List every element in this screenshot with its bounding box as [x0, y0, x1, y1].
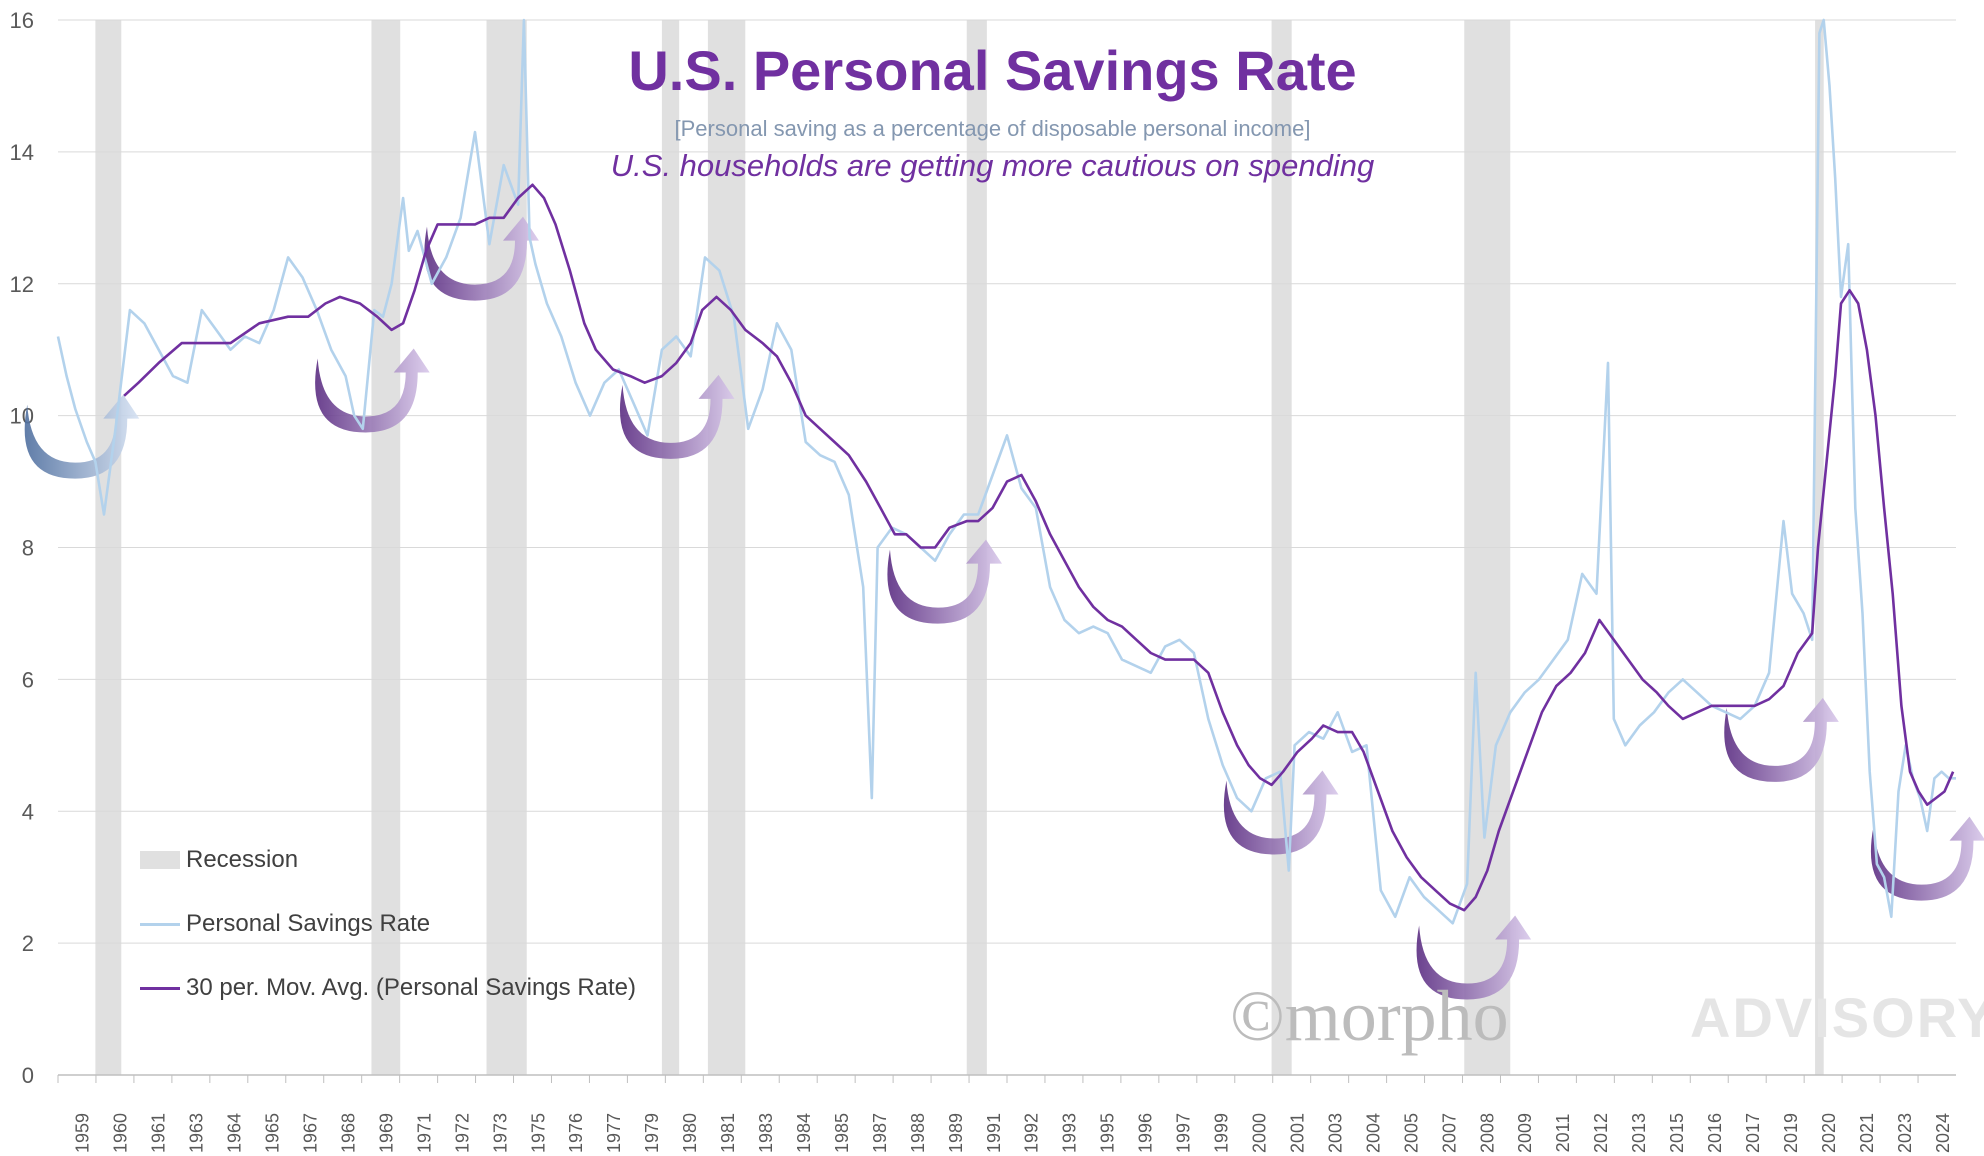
x-tick-label: 1967 [300, 1113, 320, 1153]
x-tick-label: 1992 [1022, 1113, 1042, 1153]
legend-label-recession: Recession [186, 846, 299, 873]
x-axis: 1959 1960 1961 1963 1964 1965 1967 1968 1969 1971… [57, 1074, 1956, 1153]
x-tick-label: 1968 [338, 1113, 358, 1153]
legend-swatch-mavg [140, 986, 180, 990]
legend-item-recession: Recession [140, 828, 636, 892]
x-tick-label: 1991 [984, 1113, 1004, 1153]
y-tick-label: 6 [22, 667, 34, 692]
legend-label-savings: Personal Savings Rate [186, 910, 431, 937]
x-tick-label: 2012 [1591, 1113, 1611, 1153]
chart-title: U.S. Personal Savings Rate [628, 39, 1357, 102]
x-tick-label: 2003 [1325, 1113, 1345, 1153]
trough-arrow-7 [1724, 697, 1839, 782]
legend-item-mavg: 30 per. Mov. Avg. (Personal Savings Rate… [140, 956, 636, 1020]
legend-swatch-recession [140, 851, 180, 869]
trough-arrow-5 [1223, 770, 1339, 855]
x-tick-label: 2013 [1629, 1113, 1649, 1153]
x-tick-label: 1975 [528, 1113, 548, 1153]
x-tick-label: 1969 [376, 1113, 396, 1153]
x-tick-label: 2015 [1667, 1113, 1687, 1153]
x-tick-label: 1976 [566, 1113, 586, 1153]
x-tick-label: 2008 [1477, 1113, 1497, 1153]
y-tick-label: 10 [10, 404, 34, 429]
trough-arrow-2 [424, 216, 539, 301]
gridlines [58, 19, 1956, 1076]
x-tick-label: 1995 [1098, 1113, 1118, 1153]
trough-arrow-3 [619, 374, 735, 459]
trough-arrow-4 [887, 539, 1002, 624]
title-block: U.S. Personal Savings Rate [Personal sav… [480, 38, 1505, 184]
x-tick-label: 2000 [1249, 1113, 1269, 1153]
x-tick-label: 2020 [1819, 1113, 1839, 1153]
x-tick-label: 1971 [414, 1113, 434, 1153]
legend-item-savings: Personal Savings Rate [140, 892, 636, 956]
x-tick-label: 2007 [1439, 1113, 1459, 1153]
x-tick-label: 1984 [794, 1113, 814, 1153]
x-tick-label: 1964 [225, 1113, 245, 1153]
x-tick-label: 1979 [642, 1113, 662, 1153]
trough-arrow-6 [1416, 915, 1532, 1000]
watermark-subtext: ADVISORY [1690, 986, 1984, 1049]
x-tick-label: 2009 [1515, 1113, 1535, 1153]
y-tick-label: 2 [22, 931, 34, 956]
x-tick-label: 2021 [1857, 1113, 1877, 1153]
x-tick-label: 1960 [111, 1113, 131, 1153]
x-tick-label: 2019 [1781, 1113, 1801, 1153]
x-tick-label: 1963 [187, 1113, 207, 1153]
x-tick-label: 2001 [1287, 1113, 1307, 1153]
x-tick-label: 1981 [718, 1113, 738, 1153]
y-axis: 0 2 4 6 8 10 12 14 16 [10, 8, 34, 1088]
chart-subtitle: [Personal saving as a percentage of disp… [674, 116, 1311, 141]
x-tick-label: 2023 [1895, 1113, 1915, 1153]
x-tick-label: 1983 [756, 1113, 776, 1153]
watermark-logo: ©morpho [1230, 976, 1509, 1056]
x-tick-label: 1988 [908, 1113, 928, 1153]
x-tick-label: 1996 [1136, 1113, 1156, 1153]
x-tick-label: 2024 [1933, 1113, 1953, 1153]
legend-label-mavg: 30 per. Mov. Avg. (Personal Savings Rate… [186, 974, 637, 1001]
trough-arrow-1 [315, 348, 430, 433]
x-tick-label: 1980 [680, 1113, 700, 1153]
series-moving-average [123, 183, 1955, 912]
y-tick-label: 14 [10, 140, 34, 165]
y-tick-label: 16 [10, 8, 34, 33]
chart-note: U.S. households are getting more cautiou… [610, 148, 1375, 183]
x-tick-label: 2011 [1553, 1114, 1573, 1153]
x-tick-label: 1999 [1212, 1113, 1232, 1153]
x-tick-label: 1973 [490, 1113, 510, 1153]
x-tick-label: 2004 [1363, 1113, 1383, 1153]
x-tick-label: 1972 [452, 1113, 472, 1153]
legend: Recession Personal Savings Rate 30 per. … [140, 828, 636, 1020]
series-personal-savings-rate [56, 18, 1956, 925]
y-tick-label: 8 [22, 536, 34, 561]
x-tick-label: 2016 [1705, 1113, 1725, 1153]
y-tick-label: 4 [22, 799, 34, 824]
x-tick-label: 2005 [1401, 1113, 1421, 1153]
x-tick-label: 1965 [263, 1113, 283, 1153]
x-tick-label: 1993 [1060, 1113, 1080, 1153]
trough-arrow-8 [1870, 816, 1984, 901]
y-tick-label: 12 [10, 272, 34, 297]
legend-swatch-savings [140, 922, 180, 926]
x-tick-label: 1959 [73, 1113, 93, 1153]
x-tick-label: 1989 [946, 1113, 966, 1153]
x-tick-label: 2017 [1743, 1113, 1763, 1153]
trough-arrow-0 [24, 394, 140, 479]
y-tick-label: 0 [22, 1063, 34, 1088]
x-tick-label: 1997 [1174, 1113, 1194, 1153]
x-tick-label: 1977 [604, 1113, 624, 1153]
x-tick-label: 1985 [832, 1113, 852, 1153]
x-tick-label: 1987 [870, 1113, 890, 1153]
x-tick-label: 1961 [149, 1113, 169, 1153]
